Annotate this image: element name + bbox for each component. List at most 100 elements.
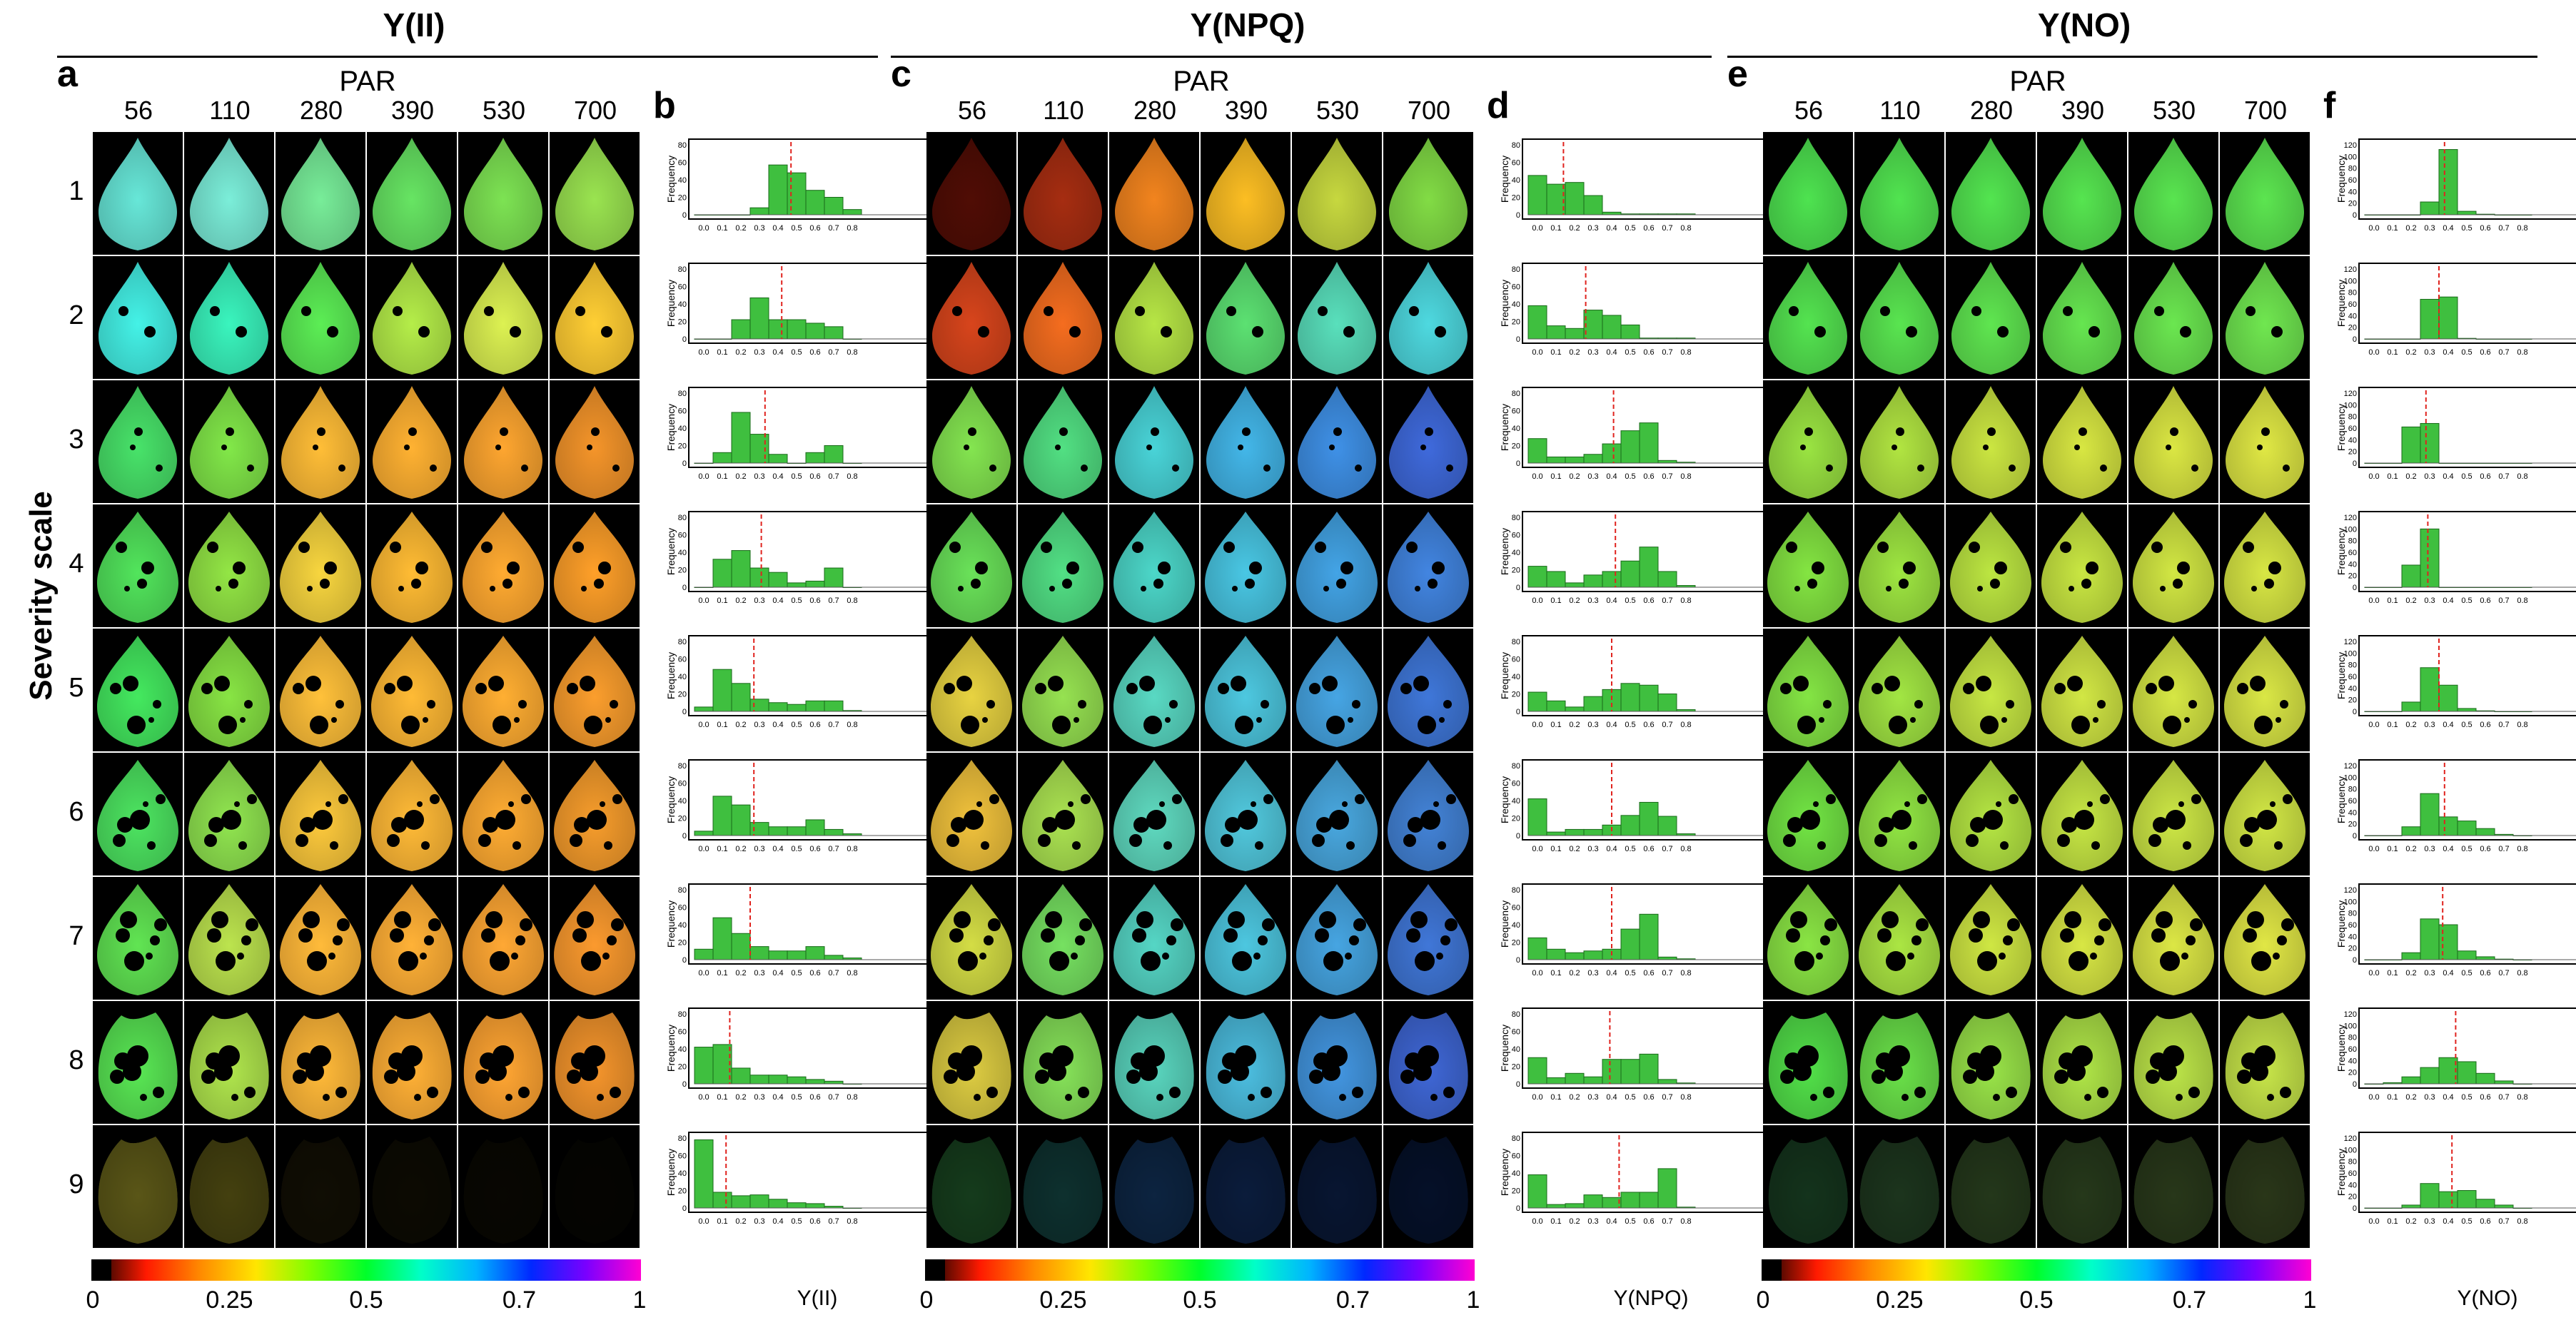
leaf-image [1201, 877, 1290, 1000]
histogram-y-tick: 0 [1516, 335, 1520, 344]
lesion-spot [2087, 801, 2093, 807]
section-title: Y(NO) [2037, 6, 2131, 44]
lesion-spot [296, 834, 308, 847]
histogram-x-tick: 0.1 [717, 845, 727, 853]
lesion-spot [1909, 841, 1917, 850]
lesion-spot [2186, 935, 2196, 945]
lesion-spot [1817, 841, 1826, 850]
lesion-spot [1143, 1045, 1165, 1067]
histogram-x-tick: 0.5 [791, 472, 802, 481]
histogram-y-tick: 20 [1512, 194, 1520, 203]
leaf-image [2220, 1001, 2310, 1124]
lesion-spot [156, 794, 166, 804]
leaf-shape [2041, 512, 2123, 623]
lesion-spot [1222, 1052, 1239, 1070]
leaf-shape [1389, 262, 1468, 375]
histogram-y-tick: 0 [682, 211, 687, 220]
lesion-spot [2241, 1052, 2258, 1070]
necrotic-overlay [372, 1137, 452, 1244]
lesion-spot [428, 918, 441, 931]
leaf-image [1018, 256, 1108, 379]
lesion-spot [234, 801, 240, 807]
lesion-spot [484, 306, 494, 316]
histogram: Frequency 0 20 40 60 80 100 120 0.0 0.1 0.2 0.3 0.4 0… [2335, 635, 2576, 737]
histogram-y-label: Frequency [1499, 280, 1510, 327]
lesion-spot [221, 445, 227, 450]
histogram-x-tick: 0.6 [2480, 1093, 2490, 1102]
lesion-spot [958, 586, 964, 592]
leaf-image [93, 1001, 183, 1124]
lesion-spot [1329, 810, 1349, 830]
lesion-spot [2071, 1045, 2093, 1067]
leaf-image [2037, 256, 2127, 379]
histogram-x-tick: 0.1 [2387, 348, 2398, 357]
histogram-bar [2457, 1190, 2477, 1209]
histogram-x-axis-title: Y(NPQ) [1613, 1286, 1689, 1310]
colorbar-tick: 0.7 [502, 1286, 537, 1314]
lesion-spot [521, 794, 531, 804]
histogram-x-tick: 0.6 [1643, 596, 1654, 605]
histogram-x-tick: 0.0 [698, 721, 709, 729]
lesion-spot [1415, 586, 1420, 592]
histogram-x-tick: 0.5 [791, 969, 802, 978]
histogram-y-tick: 40 [678, 549, 687, 557]
leaf-shape [2224, 512, 2305, 623]
lesion-spot [1255, 841, 1263, 850]
histogram-x-tick: 0.8 [1680, 1217, 1691, 1226]
leaf-image [458, 256, 548, 379]
lesion-spot [1245, 579, 1255, 589]
lesion-spot [1258, 935, 1268, 945]
lesion-spot [481, 928, 495, 943]
lesion-spot [1435, 326, 1446, 337]
histogram-x-tick: 0.8 [2517, 1093, 2527, 1102]
histogram-x-tick: 0.4 [2443, 224, 2453, 233]
histogram: Frequency 0 20 40 60 80 0.0 0.1 0.2 0.3 0.4 0.5 0.6 0… [665, 138, 946, 240]
leaf-image [1292, 629, 1382, 751]
leaf-image [367, 132, 457, 255]
lesion-spot [1035, 683, 1046, 694]
histogram-y-tick: 40 [678, 300, 687, 309]
histogram-x-tick: 0.4 [1606, 1217, 1617, 1226]
lesion-spot [1355, 794, 1365, 804]
leaf-image [926, 132, 1016, 255]
lesion-spot [1787, 817, 1803, 833]
lesion-spot [946, 834, 959, 847]
histogram-x-tick: 0.6 [2480, 224, 2490, 233]
lesion-spot [2001, 717, 2007, 723]
lesion-spot [2009, 794, 2019, 804]
leaf-shape [932, 262, 1011, 375]
lesion-spot [1443, 700, 1452, 709]
leaf-image [550, 132, 640, 255]
histogram-y-tick: 120 [2344, 265, 2357, 274]
lesion-spot [1345, 953, 1352, 960]
histogram-y-label: Frequency [665, 1149, 677, 1196]
histogram-bar [1546, 831, 1566, 836]
histogram-y-label: Frequency [2335, 404, 2347, 451]
par-value: 530 [482, 96, 526, 125]
histogram-x-tick: 0.8 [847, 472, 857, 481]
lesion-spot [2257, 810, 2277, 830]
histogram-x-tick: 0.7 [1662, 1217, 1672, 1226]
necrotic-overlay [98, 1137, 178, 1244]
leaf-shape [1113, 884, 1195, 995]
lesion-spot [958, 951, 978, 971]
histogram-y-tick: 20 [2348, 1069, 2357, 1077]
lesion-spot [1039, 1052, 1056, 1070]
lesion-spot [1038, 834, 1051, 847]
leaf-shape [1206, 262, 1285, 375]
lesion-spot [241, 935, 251, 945]
histogram-y-tick: 120 [2344, 141, 2357, 150]
leaf-image [1292, 256, 1382, 379]
lesion-spot [1315, 928, 1329, 943]
panel-letter-histograms: d [1487, 85, 1510, 126]
lesion-spot [515, 935, 525, 945]
lesion-spot [417, 801, 423, 807]
lesion-spot [1066, 562, 1079, 574]
histogram-bar [1602, 443, 1622, 464]
leaf-image [1763, 1125, 1853, 1248]
histogram-x-tick: 0.7 [828, 721, 839, 729]
lesion-spot [2178, 801, 2184, 807]
leaf-shape [371, 512, 453, 623]
leaf-shape [2134, 138, 2213, 250]
histogram-bar [787, 1076, 807, 1085]
